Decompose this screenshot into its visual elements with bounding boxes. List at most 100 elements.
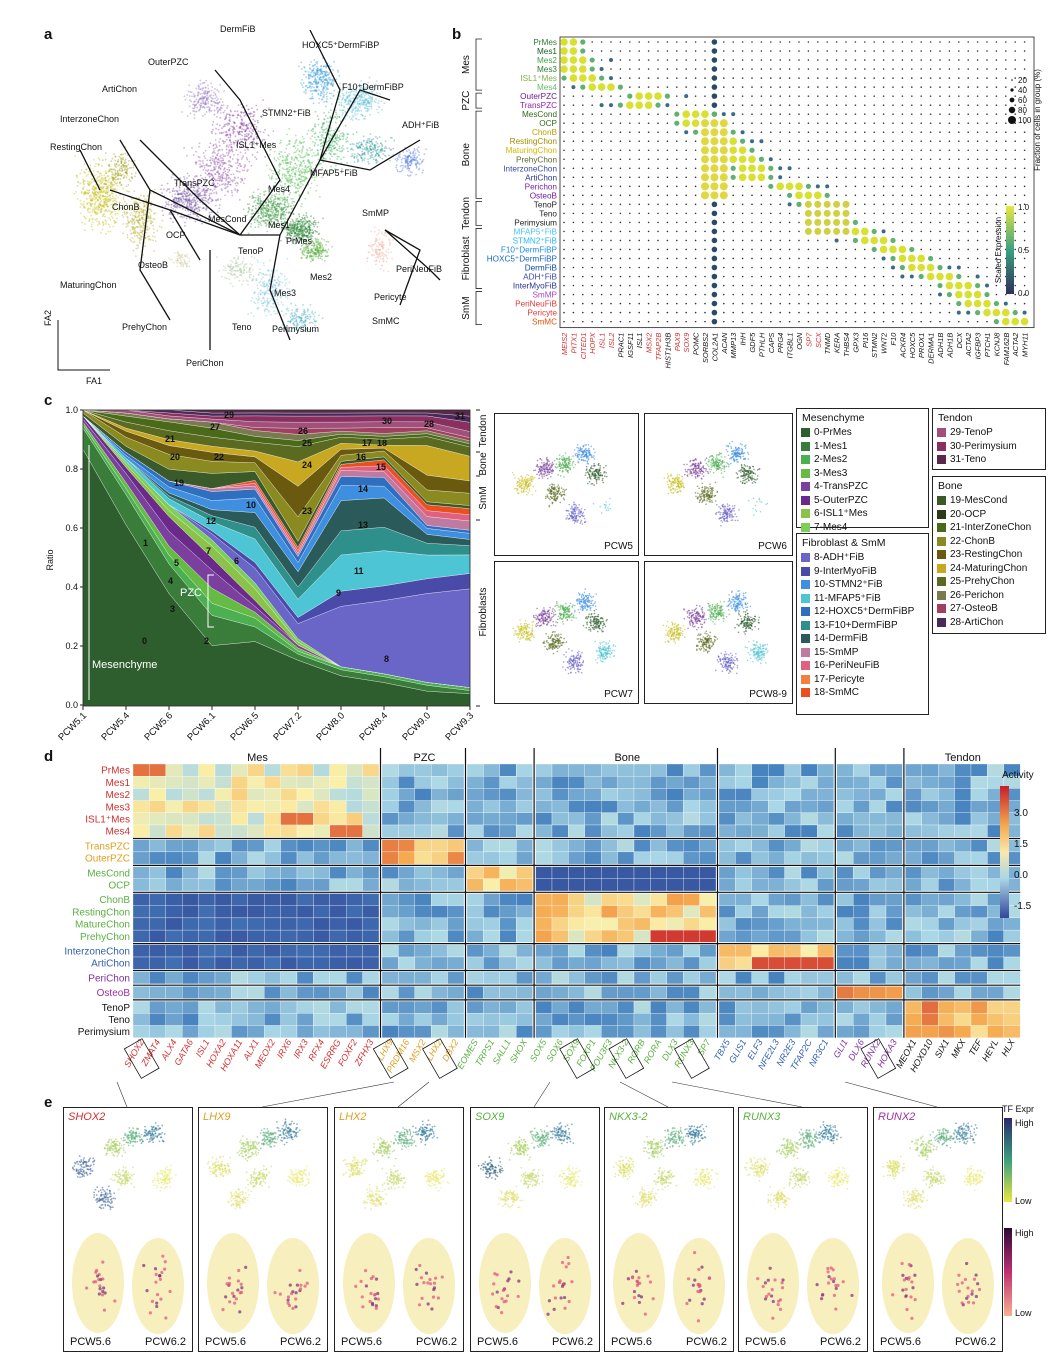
umap-dot: [559, 491, 562, 494]
dot: [599, 103, 604, 108]
dot: [563, 131, 565, 133]
dot: [723, 68, 725, 70]
umap-dot: [522, 635, 525, 638]
dot: [600, 311, 603, 314]
gene-label: PRAC1: [616, 333, 625, 358]
umap-dot: [535, 622, 538, 625]
dot: [647, 131, 650, 133]
dot: [1014, 203, 1016, 206]
dot: [751, 248, 753, 251]
umap-dot: [693, 471, 696, 474]
dot: [958, 59, 960, 61]
dot: [704, 230, 706, 233]
umap-dot: [747, 458, 750, 460]
dot: [694, 293, 697, 296]
dot: [807, 95, 810, 97]
dot: [768, 183, 774, 189]
umap-dot: [715, 457, 718, 459]
dot: [563, 275, 565, 278]
dot: [582, 176, 584, 179]
umap-dot: [576, 519, 579, 522]
umap-dot: [716, 458, 719, 460]
dot: [835, 113, 838, 115]
umap-dot: [552, 495, 555, 498]
umap-dot: [579, 665, 582, 667]
umap-dot: [671, 627, 673, 630]
area-number: 7: [206, 546, 211, 556]
dot: [826, 140, 828, 143]
gene-label: ISL1: [598, 333, 607, 348]
umap-dot: [672, 477, 675, 480]
dot: [674, 120, 680, 126]
umap-dot: [541, 619, 543, 622]
umap-dot: [604, 649, 607, 652]
umap-dot: [545, 474, 548, 477]
dot: [704, 203, 706, 206]
dot: [1005, 59, 1007, 61]
umap-dot: [719, 511, 722, 514]
dot: [701, 191, 709, 200]
dot: [711, 102, 718, 108]
dot: [873, 158, 875, 161]
dot: [817, 266, 819, 269]
dot: [939, 257, 941, 260]
umap-dot: [754, 473, 757, 475]
umap-dot: [519, 482, 522, 484]
dot: [873, 122, 875, 124]
umap-dot: [519, 485, 521, 488]
gene-label: ACTA2: [1011, 332, 1020, 357]
umap-dot: [727, 609, 730, 611]
dot: [976, 149, 979, 152]
umap-dot: [597, 654, 600, 656]
dot: [986, 320, 988, 323]
dot: [864, 50, 866, 52]
dot: [676, 68, 678, 70]
dot: [1005, 104, 1007, 106]
umap-dot: [717, 463, 720, 465]
cluster-label: Mes3: [274, 288, 296, 298]
umap-dot: [566, 661, 569, 663]
umap-dot: [564, 489, 566, 492]
dot: [610, 122, 612, 124]
dot: [704, 284, 706, 287]
umap-dot: [578, 650, 580, 653]
dot: [732, 293, 734, 296]
umap-dot: [579, 513, 581, 515]
umap-dot: [690, 470, 693, 473]
umap-dot: [591, 621, 593, 623]
gene-label: CAPS: [767, 333, 776, 353]
gene-label: COL2A1: [710, 333, 719, 362]
dot: [685, 41, 687, 43]
dot: [798, 68, 800, 70]
gene-label: IHH: [739, 332, 748, 346]
dot: [694, 302, 697, 305]
dot: [976, 185, 979, 188]
dot: [760, 248, 763, 251]
dot: [610, 212, 612, 215]
umap-dot: [676, 624, 679, 627]
dot: [892, 203, 894, 206]
umap-dot: [589, 607, 592, 610]
dot: [826, 131, 828, 133]
dot: [873, 104, 875, 106]
umap-dot: [602, 630, 604, 633]
dot: [676, 77, 678, 79]
dot: [591, 248, 593, 251]
umap-dot: [695, 604, 698, 607]
umap-dot: [543, 466, 545, 469]
umap-dot: [597, 613, 600, 616]
dot: [873, 149, 875, 152]
dot: [666, 113, 669, 115]
umap-dot: [546, 620, 548, 623]
area-number: 8: [384, 654, 389, 664]
dot: [873, 257, 875, 260]
umap-dot: [543, 473, 546, 475]
dot: [995, 149, 998, 152]
dot: [873, 275, 875, 278]
dot: [751, 185, 753, 188]
umap-dot: [694, 468, 697, 471]
dot: [1023, 257, 1026, 260]
umap-dot: [694, 470, 696, 472]
dot: [817, 302, 819, 305]
dot: [882, 293, 885, 296]
